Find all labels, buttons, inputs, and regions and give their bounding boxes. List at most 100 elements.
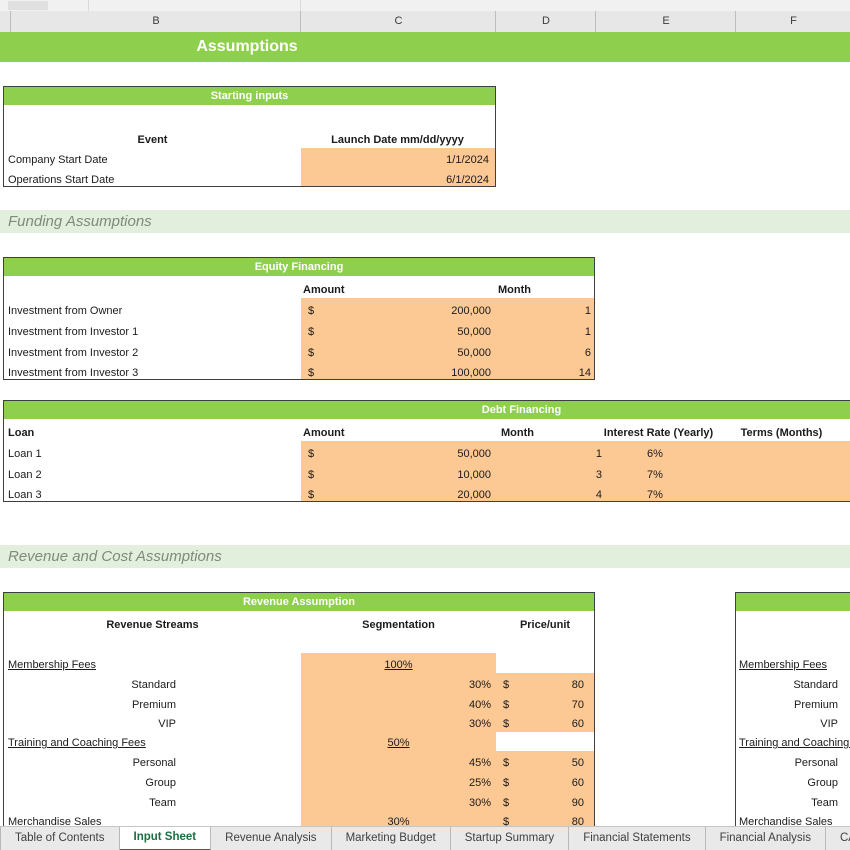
revenue-stream-label: Training and Coaching Fees <box>739 737 850 749</box>
segmentation-value[interactable]: 30% <box>468 718 491 730</box>
interest-rate-value[interactable]: 6% <box>647 448 663 460</box>
column-header-e[interactable]: E <box>595 11 736 32</box>
price-unit-column-label: Price/unit <box>519 619 571 631</box>
price-value[interactable]: 60 <box>571 718 584 730</box>
currency-symbol: $ <box>503 699 510 711</box>
month-value[interactable]: 1 <box>595 448 602 460</box>
input-cell[interactable] <box>301 340 594 361</box>
date-input-cell[interactable] <box>301 168 495 186</box>
loan-column-label: Loan <box>8 427 35 439</box>
month-value[interactable]: 4 <box>595 489 602 501</box>
price-input-cell[interactable] <box>496 673 594 693</box>
amount-value[interactable]: 10,000 <box>457 469 491 481</box>
amount-value[interactable]: 100,000 <box>451 367 491 379</box>
row-label: Investment from Owner <box>8 305 123 317</box>
company-start-date-value[interactable]: 1/1/2024 <box>446 154 489 166</box>
tab-revenue-analysis[interactable]: Revenue Analysis <box>211 827 332 850</box>
segmentation-value[interactable]: 50% <box>387 737 410 749</box>
debt-financing-table: Debt Financing Loan Amount Month Interes… <box>3 400 850 502</box>
input-cell[interactable] <box>301 298 594 319</box>
interest-rate-value[interactable]: 7% <box>647 489 663 501</box>
starting-inputs-table: Starting inputs Event Launch Date mm/dd/… <box>3 86 496 187</box>
row-label: Loan 3 <box>8 489 42 501</box>
column-headers: B C D E F <box>0 11 850 32</box>
segmentation-value[interactable]: 30% <box>387 816 410 827</box>
column-header-b[interactable]: B <box>10 11 301 32</box>
month-value[interactable]: 6 <box>584 347 591 359</box>
price-input-cell[interactable] <box>496 713 594 732</box>
column-header-d[interactable]: D <box>495 11 596 32</box>
segmentation-input-column[interactable] <box>301 653 496 827</box>
operations-start-date-value[interactable]: 6/1/2024 <box>446 174 489 186</box>
input-cell[interactable] <box>301 361 594 379</box>
currency-symbol: $ <box>503 797 510 809</box>
price-input-cell[interactable] <box>496 751 594 771</box>
debt-financing-header: Debt Financing <box>4 401 850 419</box>
amount-value[interactable]: 50,000 <box>457 326 491 338</box>
input-cell[interactable] <box>301 441 850 462</box>
input-cell[interactable] <box>301 462 850 483</box>
price-value[interactable]: 50 <box>571 757 584 769</box>
price-value[interactable]: 80 <box>571 679 584 691</box>
revenue-item-label: Team <box>811 797 838 809</box>
price-value[interactable]: 90 <box>571 797 584 809</box>
revenue-item-label: Standard <box>793 679 838 691</box>
segmentation-value[interactable]: 45% <box>468 757 491 769</box>
amount-value[interactable]: 20,000 <box>457 489 491 501</box>
tab-input-sheet[interactable]: Input Sheet <box>119 827 212 850</box>
segmentation-value[interactable]: 30% <box>468 679 491 691</box>
tab-table-of-contents[interactable]: Table of Contents <box>1 827 120 850</box>
row-label: Investment from Investor 2 <box>8 347 139 359</box>
revenue-stream-label: Training and Coaching Fees <box>8 737 146 749</box>
amount-value[interactable]: 50,000 <box>457 347 491 359</box>
interest-rate-value[interactable]: 7% <box>647 469 663 481</box>
revenue-item-label: Personal <box>132 757 176 769</box>
month-value[interactable]: 3 <box>595 469 602 481</box>
tab-financial-analysis[interactable]: Financial Analysis <box>706 827 826 850</box>
date-input-cell[interactable] <box>301 148 495 168</box>
segmentation-value[interactable]: 30% <box>468 797 491 809</box>
price-input-cell[interactable] <box>496 791 594 811</box>
price-input-cell[interactable] <box>496 771 594 791</box>
revenue-streams-column-label: Revenue Streams <box>106 619 199 631</box>
tab-cac-clv[interactable]: CAC - Cl <box>826 827 850 850</box>
tab-startup-summary[interactable]: Startup Summary <box>451 827 570 850</box>
revenue-item-label: Premium <box>793 699 838 711</box>
row-label: Operations Start Date <box>8 174 115 186</box>
price-value[interactable]: 70 <box>571 699 584 711</box>
side-table-header <box>736 593 850 611</box>
price-input-cell[interactable] <box>496 811 594 827</box>
price-input-cell[interactable] <box>496 693 594 713</box>
row-label: Loan 2 <box>8 469 42 481</box>
starting-inputs-header: Starting inputs <box>4 87 495 105</box>
amount-value[interactable]: 200,000 <box>451 305 491 317</box>
month-value[interactable]: 1 <box>584 326 591 338</box>
revenue-item-label: VIP <box>820 718 838 730</box>
input-cell[interactable] <box>301 483 850 501</box>
month-value[interactable]: 14 <box>578 367 591 379</box>
price-value[interactable]: 80 <box>571 816 584 827</box>
currency-symbol: $ <box>308 305 315 317</box>
month-value[interactable]: 1 <box>584 305 591 317</box>
segmentation-value[interactable]: 100% <box>384 659 413 671</box>
column-header-c[interactable]: C <box>300 11 496 32</box>
price-value[interactable]: 60 <box>571 777 584 789</box>
revenue-item-label: VIP <box>158 718 176 730</box>
revenue-item-label: Group <box>807 777 838 789</box>
revenue-stream-label: Merchandise Sales <box>8 816 102 827</box>
chrome-divider <box>88 0 89 11</box>
revenue-item-label: Group <box>145 777 176 789</box>
tab-marketing-budget[interactable]: Marketing Budget <box>332 827 451 850</box>
row-label: Loan 1 <box>8 448 42 460</box>
segmentation-value[interactable]: 40% <box>468 699 491 711</box>
input-cell[interactable] <box>301 319 594 340</box>
tab-financial-statements[interactable]: Financial Statements <box>569 827 706 850</box>
amount-column-label: Amount <box>303 284 345 296</box>
column-header-f[interactable]: F <box>735 11 850 32</box>
side-revenue-table: Membership Fees Standard Premium VIP Tra… <box>735 592 850 827</box>
launch-date-column-label: Launch Date mm/dd/yyyy <box>331 134 464 146</box>
revenue-item-label: Premium <box>131 699 176 711</box>
amount-value[interactable]: 50,000 <box>457 448 491 460</box>
amount-column-label: Amount <box>303 427 345 439</box>
segmentation-value[interactable]: 25% <box>468 777 491 789</box>
